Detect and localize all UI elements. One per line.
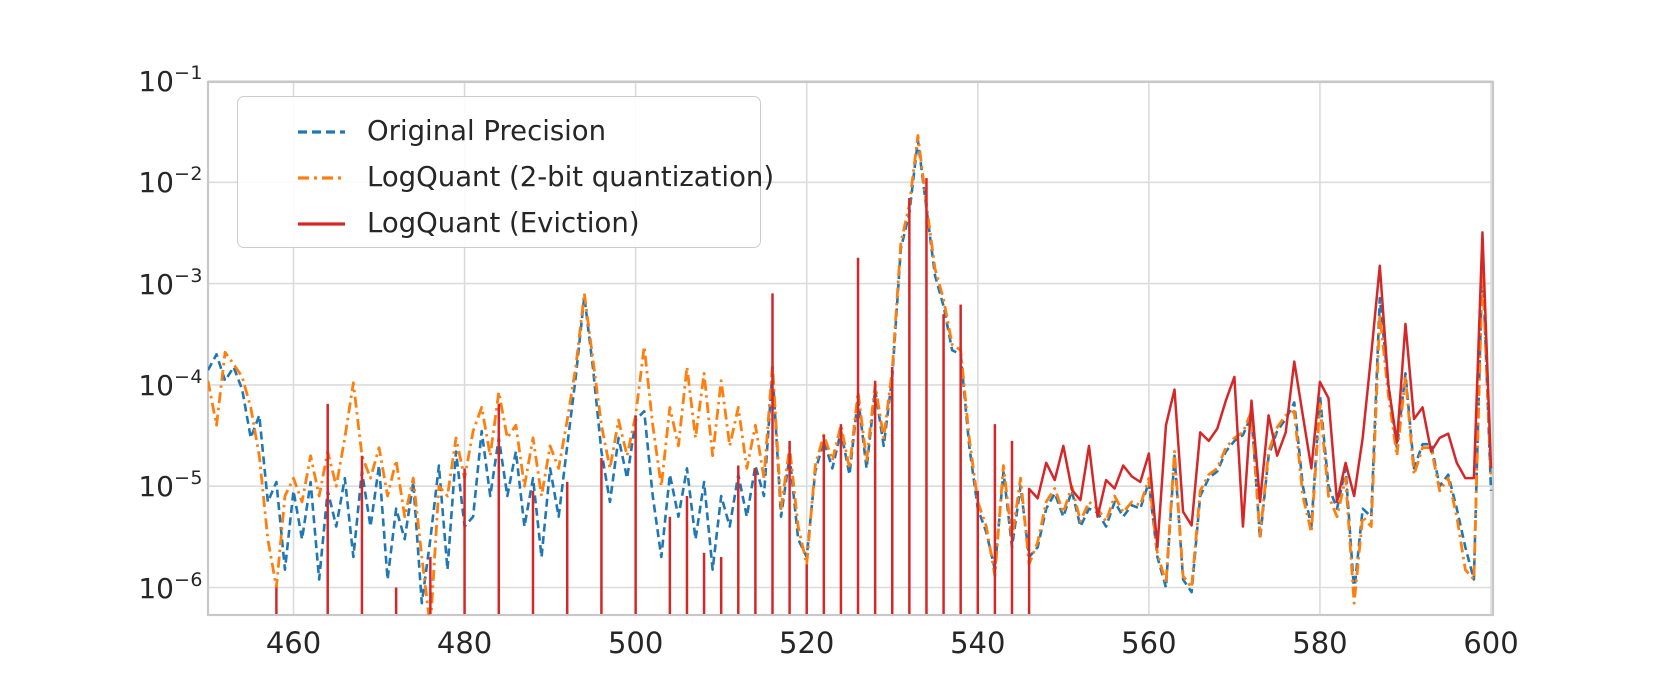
legend-label-logquant-2bit: LogQuant (2-bit quantization) — [367, 161, 775, 194]
series-original-precision-line — [208, 138, 1493, 605]
y-tick-label: 10−6 — [138, 568, 203, 605]
legend: Original Precision LogQuant (2-bit quant… — [237, 96, 774, 248]
legend-line-solid-icon — [298, 222, 345, 226]
x-tick-label: 460 — [265, 626, 322, 660]
series-logquant-2bit-line — [208, 134, 1493, 615]
y-tick-label: 10−1 — [138, 61, 203, 99]
x-tick-label: 520 — [779, 626, 835, 660]
y-tick-label: 10−5 — [138, 467, 203, 504]
legend-line-dashed-icon — [298, 130, 345, 134]
y-tick-label: 10−3 — [138, 264, 203, 301]
x-tick-label: 500 — [607, 626, 664, 660]
y-tick-label: 10−4 — [138, 365, 203, 403]
legend-label-logquant-eviction: LogQuant (Eviction) — [367, 207, 640, 240]
x-tick-label: 560 — [1121, 626, 1177, 660]
x-tick-label: 580 — [1292, 626, 1348, 660]
legend-label-original-precision: Original Precision — [367, 115, 607, 148]
legend-row-logquant-2bit: LogQuant (2-bit quantization) — [298, 157, 774, 200]
series-logquant-eviction-line — [1027, 231, 1493, 614]
x-tick-label: 540 — [950, 626, 1006, 660]
legend-row-original-precision: Original Precision — [298, 111, 760, 154]
x-tick-label: 600 — [1463, 626, 1519, 660]
legend-row-logquant-eviction: LogQuant (Eviction) — [298, 203, 760, 246]
legend-line-dashdot-icon — [298, 176, 345, 180]
plot-border — [206, 80, 1495, 617]
x-tick-label: 480 — [436, 626, 493, 660]
y-tick-label: 10−2 — [138, 163, 203, 200]
